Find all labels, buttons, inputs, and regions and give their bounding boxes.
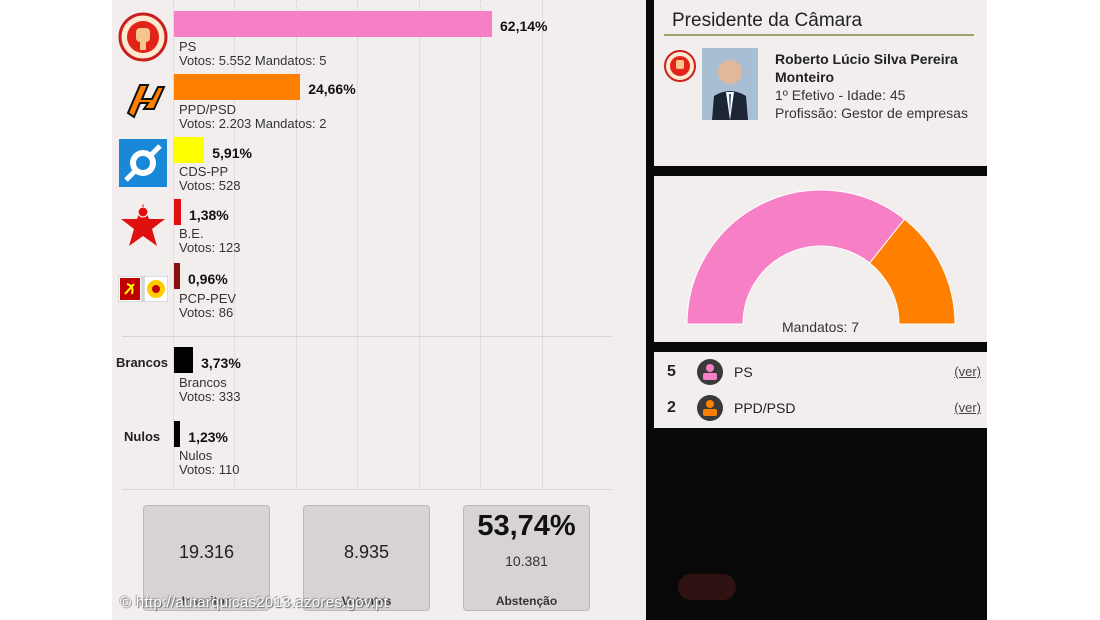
gridline (542, 0, 544, 490)
cds-pp-icon (118, 138, 168, 188)
view-ppd-psd-link[interactable]: (ver) (954, 400, 981, 415)
blank-votes-name: Brancos (179, 375, 227, 390)
president-photo (702, 48, 758, 120)
psd-arrows-icon (118, 73, 168, 123)
background-smudge (678, 574, 736, 600)
section-divider (122, 336, 612, 337)
party-bar (174, 137, 205, 163)
voters-label: Votantes (341, 594, 392, 608)
ps-fist-rose-icon (664, 50, 696, 82)
abstention-box: 53,74% 10.381 Abstenção (463, 505, 590, 611)
party-bar (174, 11, 492, 37)
voters-box: 8.935 Votantes (303, 505, 430, 611)
gauge-segment-ps (686, 189, 906, 325)
seats-list: 5 PS (ver) 2 PPD/PSD (ver) (654, 352, 987, 428)
person-icon (697, 359, 723, 385)
party-name: CDS-PP (179, 164, 229, 179)
president-name: Roberto Lúcio Silva Pereira Monteiro (775, 51, 958, 85)
registered-voters-label: Inscritos (181, 594, 232, 608)
blank-votes-count: Votos: 333 (179, 389, 241, 404)
null-votes-bar (174, 421, 181, 447)
party-votes: Votos: 2.203 Mandatos: 2 (179, 116, 327, 131)
party-votes: Votos: 528 (179, 178, 241, 193)
party-votes: Votos: 123 (179, 240, 241, 255)
gauge-segment-ppd-psd (868, 218, 956, 325)
ps-fist-rose-icon (118, 12, 168, 62)
party-percentage: 1,38% (189, 207, 229, 223)
party-bar (174, 263, 180, 289)
president-profession: Profissão: Gestor de empresas (775, 105, 968, 121)
party-votes: Votos: 5.552 Mandatos: 5 (179, 53, 327, 68)
seat-count: 5 (667, 363, 676, 380)
null-votes-name: Nulos (179, 448, 213, 463)
party-bar (174, 74, 301, 100)
null-votes-percentage: 1,23% (188, 429, 228, 445)
seat-row-ppd-psd: 2 PPD/PSD (ver) (654, 390, 987, 426)
abstention-label: Abstenção (495, 594, 558, 608)
blank-votes-bar (174, 347, 194, 373)
gridline (173, 0, 175, 490)
null-votes-count: Votos: 110 (179, 462, 240, 477)
seat-count: 2 (667, 399, 676, 416)
pcp-pev-icon (117, 275, 169, 303)
president-info: 1º Efetivo - Idade: 45 Profissão: Gestor… (775, 86, 975, 122)
be-star-icon (118, 200, 168, 250)
party-percentage: 5,91% (212, 145, 252, 161)
mandates-panel: Mandatos: 7 (654, 176, 987, 342)
seat-party-name: PPD/PSD (734, 400, 796, 416)
section-divider (122, 489, 612, 490)
gridline (234, 0, 236, 490)
party-name: PS (179, 39, 197, 54)
gridline (480, 0, 482, 490)
abstention-percentage: 53,74% (477, 510, 576, 542)
blank-votes-percentage: 3,73% (201, 355, 241, 371)
party-name: B.E. (179, 226, 204, 241)
president-panel: Presidente da Câmara Roberto Lúcio Silva… (654, 0, 987, 166)
blank-votes-side-label: Brancos (116, 355, 169, 370)
sidebar-panel: Presidente da Câmara Roberto Lúcio Silva… (646, 0, 987, 620)
president-position: 1º Efetivo - Idade: 45 (775, 87, 906, 103)
party-name: PPD/PSD (179, 102, 237, 117)
party-percentage: 24,66% (308, 81, 356, 97)
gridline (296, 0, 298, 490)
president-title: Presidente da Câmara (672, 10, 863, 31)
party-bar (174, 199, 182, 225)
gridline (357, 0, 359, 490)
party-name: PCP-PEV (179, 291, 237, 306)
registered-voters-box: 19.316 Inscritos (143, 505, 270, 611)
person-icon (697, 395, 723, 421)
party-votes: Votos: 86 (179, 305, 234, 320)
title-underline (664, 34, 974, 36)
party-percentage: 62,14% (500, 18, 548, 34)
gridline (419, 0, 421, 490)
party-percentage: 0,96% (188, 271, 228, 287)
mandates-total-label: Mandatos: 7 (781, 319, 860, 335)
seat-party-name: PS (734, 364, 753, 380)
results-panel: 62,14% PS Votos: 5.552 Mandatos: 5 24,66… (112, 0, 646, 620)
view-ps-link[interactable]: (ver) (954, 364, 981, 379)
voters-value: 8.935 (343, 542, 390, 562)
null-votes-side-label: Nulos (124, 429, 161, 444)
registered-voters-value: 19.316 (178, 542, 235, 562)
mandates-gauge (686, 189, 956, 325)
abstention-value: 10.381 (505, 553, 548, 569)
seat-row-ps: 5 PS (ver) (654, 354, 987, 390)
source-watermark: © http://autarquicas2013.azores.gov.pt (120, 594, 389, 611)
